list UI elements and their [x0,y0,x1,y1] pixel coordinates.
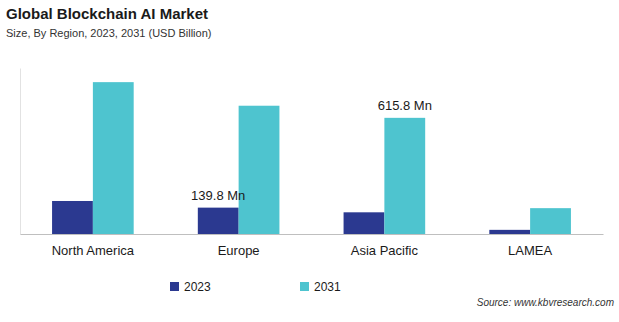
x-tick-label: North America [52,243,135,258]
x-tick: Europe [218,234,260,258]
bar [530,208,571,234]
legend-label: 2031 [314,280,341,294]
y-axis-line [20,69,21,235]
x-axis-line [21,234,604,235]
bar [489,230,530,234]
x-tick: North America [52,234,135,258]
legend-swatch [300,282,309,291]
legend-swatch [170,282,179,291]
bar [239,106,280,234]
legend-item: 2023 [170,280,211,294]
legend-item: 2031 [300,280,341,294]
series-bars [93,82,571,234]
bar [384,118,425,234]
x-tick: Asia Pacific [351,234,419,258]
chart: Global Blockchain AI Market Size, By Regi… [0,0,619,322]
x-tick: LAMEA [508,234,552,258]
x-tick-label: LAMEA [508,243,552,258]
data-label: 615.8 Mn [378,98,432,113]
x-tick-label: Europe [218,243,260,258]
bar [344,212,385,234]
data-labels: 139.8 Mn 615.8 Mn [191,98,432,203]
x-tick-label: Asia Pacific [351,243,419,258]
x-axis: North America Europe Asia Pacific LAMEA [21,234,604,258]
data-label: 139.8 Mn [191,188,245,203]
bars [52,82,571,234]
y-axis [20,69,21,235]
legend: 2023 2031 [170,280,341,294]
source-note: Source: www.kbvresearch.com [477,297,614,308]
bar [198,208,239,234]
bar [93,82,134,234]
title: Global Blockchain AI Market [6,5,208,22]
subtitle: Size, By Region, 2023, 2031 (USD Billion… [6,27,211,39]
bar [52,201,93,234]
legend-label: 2023 [184,280,211,294]
